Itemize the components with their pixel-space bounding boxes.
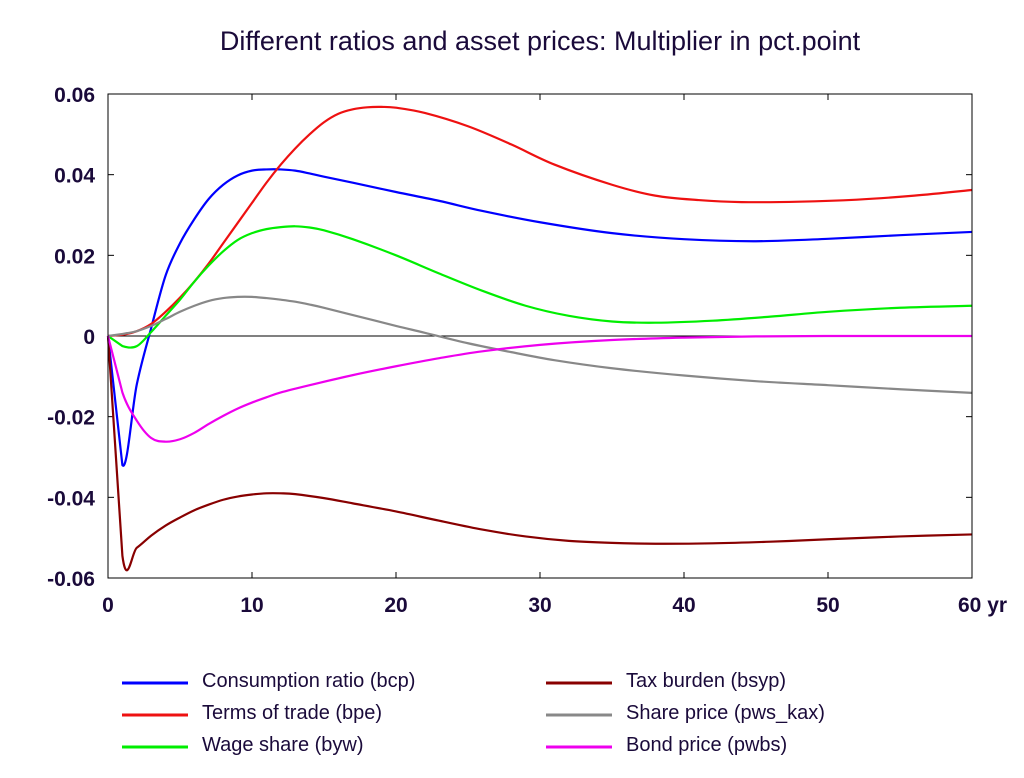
legend: Consumption ratio (bcp) Terms of trade (b… xyxy=(122,670,825,756)
y-tick-label: 0.04 xyxy=(54,165,95,188)
plot-frame xyxy=(107,93,973,579)
series-line-share-price-pws-kax xyxy=(107,295,973,394)
x-axis-ticks: 0 10 20 30 40 50 60 yr xyxy=(102,94,1007,617)
x-tick-label: 60 yr xyxy=(958,594,1007,617)
series-line-wage-share-byw xyxy=(107,225,973,349)
x-tick-label: 20 xyxy=(384,594,407,617)
legend-label-bond-price-pwbs: Bond price (pwbs) xyxy=(626,734,787,756)
y-tick-label: -0.06 xyxy=(47,568,95,591)
legend-label-wage-share-byw: Wage share (byw) xyxy=(202,734,364,756)
y-tick-label: -0.04 xyxy=(47,487,95,510)
y-axis-ticks: -0.06 -0.04 -0.02 0 0.02 0.04 0.06 xyxy=(47,84,972,591)
legend-label-terms-of-trade-bpe: Terms of trade (bpe) xyxy=(202,702,382,724)
series-line-tax-burden-bsyp xyxy=(106,335,973,572)
x-tick-label: 50 xyxy=(816,594,839,617)
x-tick-label: 40 xyxy=(672,594,695,617)
series-line-bond-price-pwbs xyxy=(106,334,972,443)
chart-title: Different ratios and asset prices: Multi… xyxy=(220,26,861,56)
series-lines xyxy=(106,105,973,572)
y-tick-label: 0.02 xyxy=(54,245,95,268)
y-tick-label: -0.02 xyxy=(47,407,95,430)
y-tick-label: 0.06 xyxy=(54,84,95,107)
series-line-consumption-ratio-bcp xyxy=(106,168,973,467)
x-tick-label: 0 xyxy=(102,594,114,617)
legend-label-consumption-ratio-bcp: Consumption ratio (bcp) xyxy=(202,670,415,692)
x-tick-label: 10 xyxy=(240,594,263,617)
x-tick-label: 30 xyxy=(528,594,551,617)
legend-label-share-price-pws-kax: Share price (pws_kax) xyxy=(626,702,825,724)
y-tick-label: 0 xyxy=(83,326,95,349)
legend-label-tax-burden-bsyp: Tax burden (bsyp) xyxy=(626,670,786,692)
